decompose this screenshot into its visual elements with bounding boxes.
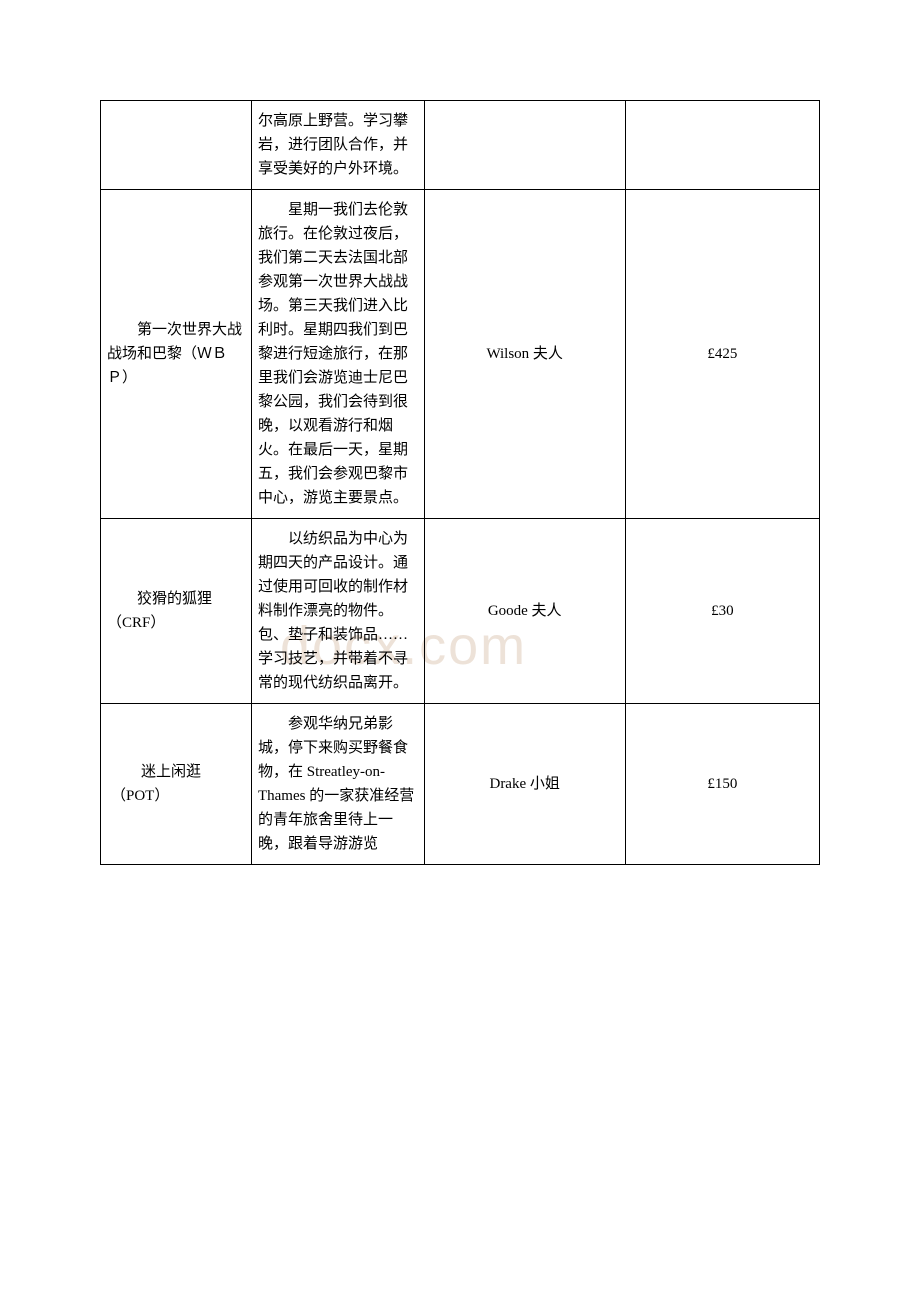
cell-teacher: Drake 小姐	[424, 704, 625, 865]
cell-cost: £150	[625, 704, 819, 865]
activities-table: 尔高原上野营。学习攀岩，进行团队合作，并享受美好的户外环境。 第一次世界大战战场…	[100, 100, 820, 865]
cell-cost	[625, 101, 819, 190]
table-row: 尔高原上野营。学习攀岩，进行团队合作，并享受美好的户外环境。	[101, 101, 820, 190]
cell-title	[101, 101, 252, 190]
cell-title: 第一次世界大战战场和巴黎（ＷＢＰ）	[101, 190, 252, 519]
table-row: 迷上闲逛（POT） 参观华纳兄弟影城，停下来购买野餐食物，在 Streatley…	[101, 704, 820, 865]
cell-description: 参观华纳兄弟影城，停下来购买野餐食物，在 Streatley-on-Thames…	[251, 704, 424, 865]
cell-description: 尔高原上野营。学习攀岩，进行团队合作，并享受美好的户外环境。	[251, 101, 424, 190]
cell-description: 星期一我们去伦敦旅行。在伦敦过夜后，我们第二天去法国北部参观第一次世界大战战场。…	[251, 190, 424, 519]
cell-teacher	[424, 101, 625, 190]
cell-title: 迷上闲逛（POT）	[101, 704, 252, 865]
cell-teacher: Wilson 夫人	[424, 190, 625, 519]
table-row: 狡猾的狐狸（CRF） 以纺织品为中心为期四天的产品设计。通过使用可回收的制作材料…	[101, 519, 820, 704]
cell-title: 狡猾的狐狸（CRF）	[101, 519, 252, 704]
table-row: 第一次世界大战战场和巴黎（ＷＢＰ） 星期一我们去伦敦旅行。在伦敦过夜后，我们第二…	[101, 190, 820, 519]
cell-description: 以纺织品为中心为期四天的产品设计。通过使用可回收的制作材料制作漂亮的物件。包、垫…	[251, 519, 424, 704]
cell-teacher: Goode 夫人	[424, 519, 625, 704]
cell-cost: £30	[625, 519, 819, 704]
cell-cost: £425	[625, 190, 819, 519]
